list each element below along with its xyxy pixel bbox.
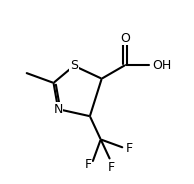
Text: F: F <box>125 142 133 155</box>
Text: F: F <box>107 161 114 174</box>
Text: N: N <box>54 103 63 116</box>
Text: O: O <box>120 31 130 45</box>
Text: F: F <box>85 158 92 171</box>
Text: OH: OH <box>152 59 171 72</box>
Text: S: S <box>70 59 78 72</box>
